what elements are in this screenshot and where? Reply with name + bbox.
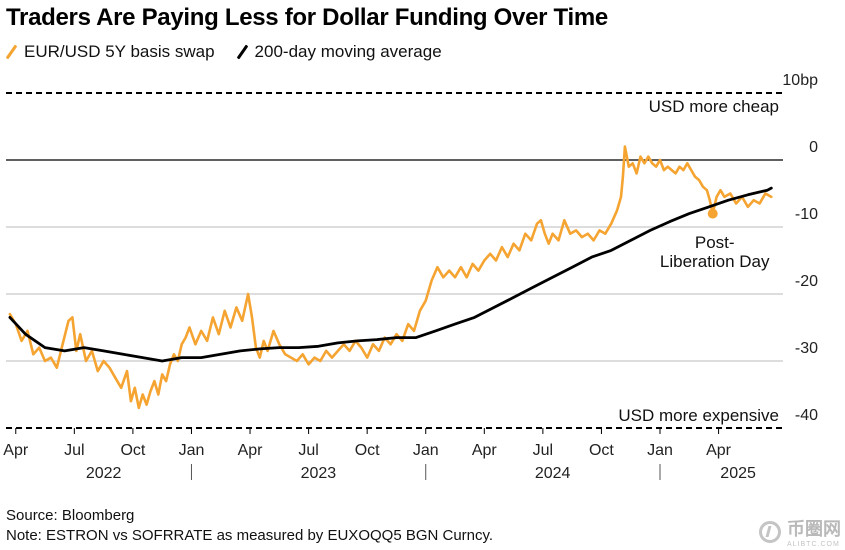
x-tick-label-11: Jan <box>647 442 673 459</box>
x-tick-label-3: Jan <box>179 442 205 459</box>
x-tick-label-2: Oct <box>120 442 145 459</box>
x-tick-label-0: Apr <box>3 442 29 459</box>
series-line-moving-average <box>8 186 773 363</box>
annotation-usd-expensive: USD more expensive <box>618 406 779 425</box>
annotation-post: Post- <box>695 233 735 252</box>
x-tick-label-12: Apr <box>706 442 732 459</box>
highlight-point <box>707 208 718 219</box>
y-tick-label-1: 0 <box>809 139 818 156</box>
legend-item-ma: 200-day moving average <box>237 42 442 62</box>
x-tick-label-10: Oct <box>589 442 614 459</box>
year-label-3: 2025 <box>720 465 756 482</box>
y-tick-label-2: -10 <box>795 206 818 223</box>
x-tick-label-7: Jan <box>413 442 439 459</box>
legend-label-ma: 200-day moving average <box>254 42 442 61</box>
source-note: Source: Bloomberg <box>6 507 135 524</box>
annotation-liberation-day: Liberation Day <box>660 252 770 271</box>
legend: EUR/USD 5Y basis swap 200-day moving ave… <box>6 42 464 62</box>
x-tick-label-5: Jul <box>298 442 318 459</box>
year-label-2: 2024 <box>535 465 571 482</box>
y-tick-label-3: -20 <box>795 273 818 290</box>
series-line-swap <box>8 145 773 410</box>
y-tick-label-4: -30 <box>795 340 818 357</box>
year-label-0: 2022 <box>86 465 122 482</box>
footnote: Note: ESTRON vs SOFRRATE as measured by … <box>6 527 494 544</box>
year-label-1: 2023 <box>301 465 337 482</box>
watermark: 币圈网 ALIBTC.COM <box>759 515 841 548</box>
legend-item-swap: EUR/USD 5Y basis swap <box>6 42 215 62</box>
watermark-text-block: 币圈网 ALIBTC.COM <box>787 515 841 548</box>
y-tick-label-0: 10bp <box>782 72 818 89</box>
x-tick-label-8: Apr <box>472 442 498 459</box>
x-tick-label-1: Jul <box>64 442 84 459</box>
x-tick-label-6: Oct <box>355 442 380 459</box>
chart-title: Traders Are Paying Less for Dollar Fundi… <box>6 4 608 31</box>
legend-label-swap: EUR/USD 5Y basis swap <box>24 42 215 61</box>
x-tick-label-9: Jul <box>533 442 553 459</box>
y-tick-label-5: -40 <box>795 407 818 424</box>
x-tick-label-4: Apr <box>238 442 264 459</box>
watermark-logo-icon <box>759 520 781 543</box>
annotation-usd-cheap: USD more cheap <box>649 97 779 116</box>
watermark-text: 币圈网 <box>787 519 841 539</box>
watermark-subtext: ALIBTC.COM <box>787 541 840 548</box>
